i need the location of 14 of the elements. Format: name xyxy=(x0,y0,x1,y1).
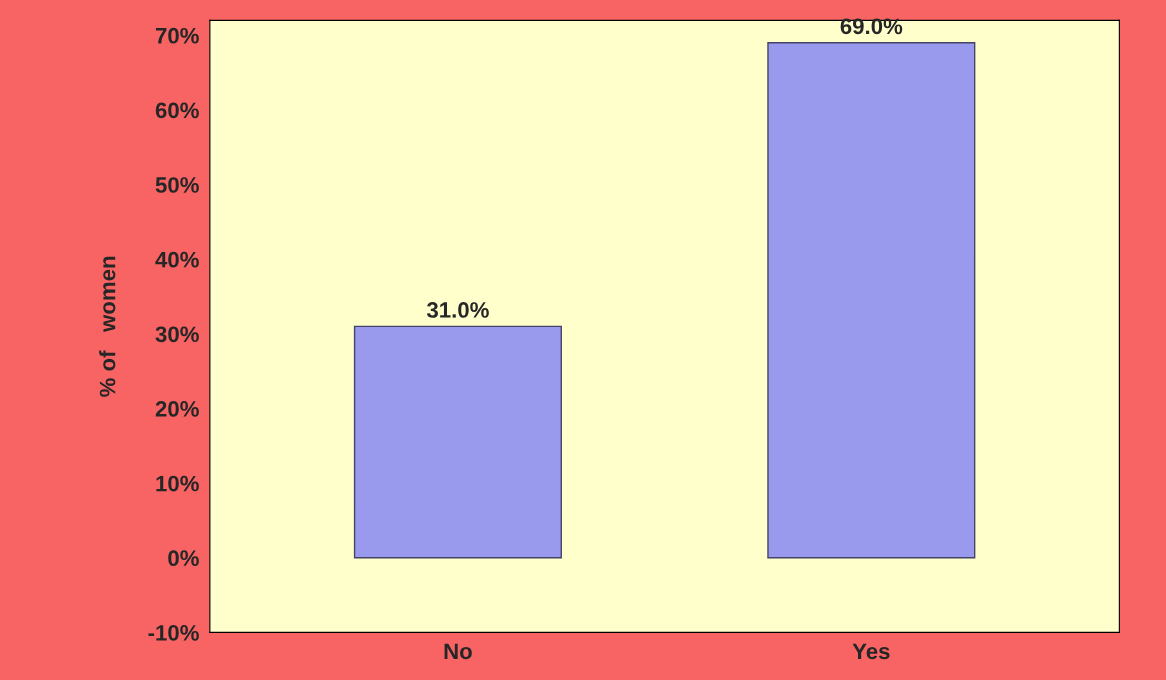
y-tick-label: 0% xyxy=(168,550,199,567)
y-tick-label: 50% xyxy=(155,177,199,193)
data-label: 31.0% xyxy=(426,302,489,318)
data-label: 69.0% xyxy=(840,18,903,35)
y-tick-label: -10% xyxy=(148,624,199,641)
x-tick-label: Yes xyxy=(852,643,890,660)
x-tick-label: No xyxy=(444,643,472,660)
y-tick-label: 10% xyxy=(156,475,199,492)
y-tick-label: 30% xyxy=(155,326,199,343)
y-tick-label: 60% xyxy=(155,102,199,119)
y-axis-title: % of women xyxy=(99,256,116,397)
y-tick-label: 40% xyxy=(155,251,199,268)
y-tick-label: 20% xyxy=(155,401,199,417)
y-tick-label: 70% xyxy=(155,27,199,44)
